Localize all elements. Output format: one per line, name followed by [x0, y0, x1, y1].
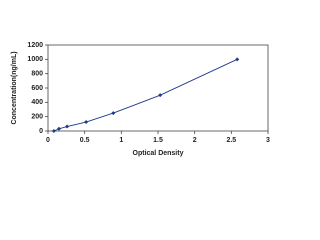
y-tick-label: 200 [31, 114, 43, 121]
x-tick-label: 1.5 [153, 137, 163, 144]
x-axis-label: Optical Density [133, 150, 184, 157]
y-axis-label: Concentration(ng/mL) [11, 51, 18, 124]
data-point [51, 129, 56, 133]
chart: Optical Density Concentration(ng/mL) 020… [11, 42, 270, 157]
x-tick-label: 0.5 [80, 137, 90, 144]
x-tick-label: 0 [46, 137, 50, 144]
x-tick-label: 2 [193, 137, 197, 144]
plot-area [47, 44, 269, 132]
x-tick-label: 2.5 [226, 137, 236, 144]
y-tick-label: 1200 [27, 42, 43, 49]
x-tick-label: 1 [119, 137, 123, 144]
data-point [84, 120, 89, 125]
y-tick-label: 1000 [27, 56, 43, 63]
data-point [65, 124, 70, 129]
data-point [235, 57, 240, 62]
curve [53, 58, 238, 132]
data-point [111, 111, 116, 116]
y-tick-label: 600 [31, 85, 43, 92]
y-tick-label: 400 [31, 99, 43, 106]
y-tick-label: 0 [39, 128, 43, 135]
y-tick-label: 800 [31, 71, 43, 78]
x-tick-label: 3 [266, 137, 270, 144]
data-point [57, 126, 61, 131]
data-point [158, 93, 163, 98]
